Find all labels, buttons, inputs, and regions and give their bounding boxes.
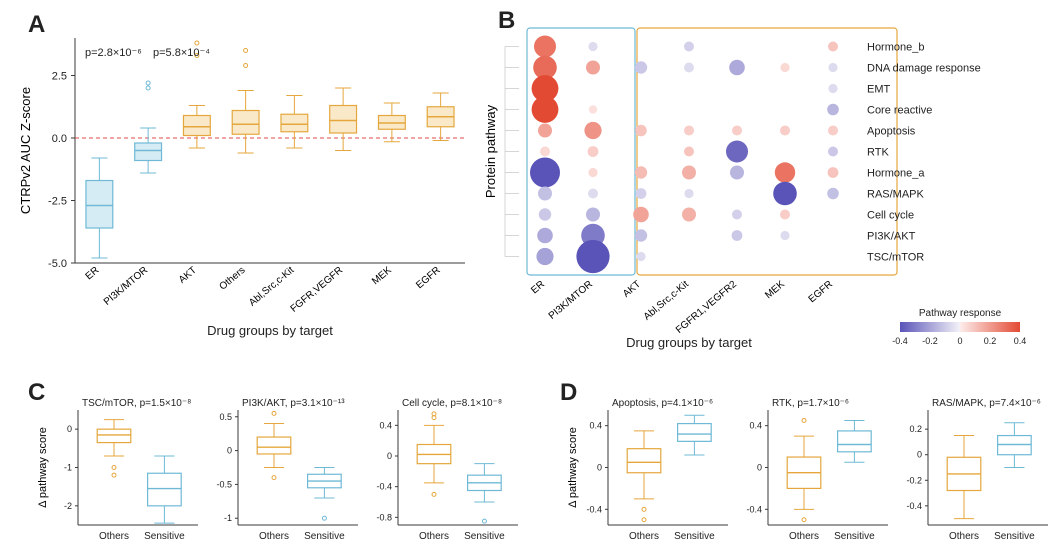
svg-text:-2: -2 bbox=[64, 501, 72, 511]
svg-text:0: 0 bbox=[597, 463, 602, 473]
svg-text:Hormone_b: Hormone_b bbox=[867, 42, 924, 54]
svg-text:Drug groups by target: Drug groups by target bbox=[207, 323, 333, 338]
svg-text:2.5: 2.5 bbox=[52, 71, 67, 83]
svg-text:EMT: EMT bbox=[867, 84, 891, 96]
svg-text:0.2: 0.2 bbox=[909, 424, 922, 434]
svg-text:EGFR: EGFR bbox=[807, 279, 835, 305]
svg-text:0: 0 bbox=[387, 451, 392, 461]
svg-text:Others: Others bbox=[949, 531, 979, 542]
svg-text:-2.5: -2.5 bbox=[48, 196, 67, 208]
small-boxplot: 0.2 0 -0.2 -0.4 Others Sensitive RAS/MAPK, p=7… bbox=[906, 398, 1048, 542]
svg-text:PI3K/AKT, p=3.1×10⁻¹³: PI3K/AKT, p=3.1×10⁻¹³ bbox=[242, 398, 345, 409]
svg-text:Sensitive: Sensitive bbox=[674, 531, 715, 542]
svg-text:TSC/mTOR: TSC/mTOR bbox=[867, 252, 924, 264]
svg-text:Δ pathway score: Δ pathway score bbox=[567, 427, 579, 508]
svg-text:RTK, p=1.7×10⁻⁶: RTK, p=1.7×10⁻⁶ bbox=[772, 398, 849, 409]
svg-text:-0.4: -0.4 bbox=[376, 482, 392, 492]
svg-text:Others: Others bbox=[217, 265, 247, 293]
svg-text:Others: Others bbox=[419, 531, 449, 542]
svg-text:-0.2: -0.2 bbox=[906, 475, 922, 485]
svg-text:RAS/MAPK, p=7.4×10⁻⁶: RAS/MAPK, p=7.4×10⁻⁶ bbox=[932, 398, 1041, 409]
small-boxplot: 0.4 0 -0.4 -0.8 Others Sensitive Cell cycle, p… bbox=[376, 398, 518, 542]
svg-text:Core reactive: Core reactive bbox=[867, 105, 932, 117]
svg-text:PI3K/AKT: PI3K/AKT bbox=[867, 231, 916, 243]
svg-text:p=2.8×10⁻⁶: p=2.8×10⁻⁶ bbox=[85, 47, 142, 59]
svg-text:-0.4: -0.4 bbox=[892, 336, 908, 346]
svg-text:Pathway response: Pathway response bbox=[919, 308, 1002, 319]
svg-text:-0.2: -0.2 bbox=[922, 336, 938, 346]
svg-text:Hormone_a: Hormone_a bbox=[867, 168, 925, 180]
small-boxplot: 0.4 0 -0.4 Others Sensitive Apoptosis, p=4.1×… bbox=[567, 398, 728, 542]
panel-a: -5.0 -2.5 0.0 2.5 ERPI3K/MTOR AKT OthersAbl,Sr… bbox=[18, 38, 465, 338]
svg-text:0: 0 bbox=[957, 336, 962, 346]
svg-text:C: C bbox=[28, 379, 45, 406]
svg-text:PI3K/MTOR: PI3K/MTOR bbox=[547, 279, 595, 322]
svg-text:FGFR,VEGFR: FGFR,VEGFR bbox=[289, 265, 345, 315]
svg-text:Others: Others bbox=[99, 531, 129, 542]
svg-text:Sensitive: Sensitive bbox=[464, 531, 505, 542]
svg-text:MEK: MEK bbox=[763, 279, 787, 302]
svg-text:-0.4: -0.4 bbox=[906, 501, 922, 511]
svg-text:RTK: RTK bbox=[867, 147, 889, 159]
svg-text:Others: Others bbox=[629, 531, 659, 542]
svg-text:-1: -1 bbox=[64, 463, 72, 473]
svg-text:D: D bbox=[560, 379, 577, 406]
svg-text:Cell cycle, p=8.1×10⁻⁸: Cell cycle, p=8.1×10⁻⁸ bbox=[402, 398, 502, 409]
svg-text:PI3K/MTOR: PI3K/MTOR bbox=[102, 265, 150, 308]
svg-text:-0.4: -0.4 bbox=[586, 504, 602, 514]
svg-text:Abl,Src,c-Kit: Abl,Src,c-Kit bbox=[642, 279, 691, 323]
svg-text:-5.0: -5.0 bbox=[48, 258, 67, 270]
svg-text:Sensitive: Sensitive bbox=[834, 531, 875, 542]
svg-text:Protein pathway: Protein pathway bbox=[483, 104, 498, 198]
small-boxplot: 0.5 0 -0.5 -1 Others Sensitive PI3K/AKT, p=3.1… bbox=[216, 398, 358, 542]
svg-text:Δ pathway score: Δ pathway score bbox=[37, 427, 49, 508]
svg-text:ER: ER bbox=[529, 279, 547, 296]
svg-text:0.0: 0.0 bbox=[52, 133, 67, 145]
svg-text:0.4: 0.4 bbox=[379, 420, 392, 430]
svg-text:0.2: 0.2 bbox=[984, 336, 997, 346]
small-boxplot: 0.4 0 -0.4 Others Sensitive RTK, p=1.7×10⁻⁶ bbox=[746, 398, 888, 542]
small-boxplot: 0 -1 -2 Others Sensitive TSC/mTOR, p=1.5×10⁻⁸… bbox=[37, 398, 198, 542]
svg-text:0: 0 bbox=[917, 450, 922, 460]
svg-text:AKT: AKT bbox=[177, 265, 199, 286]
svg-text:AKT: AKT bbox=[621, 279, 643, 300]
svg-text:Sensitive: Sensitive bbox=[144, 531, 185, 542]
svg-text:-0.8: -0.8 bbox=[376, 512, 392, 522]
svg-text:Drug groups by target: Drug groups by target bbox=[626, 335, 752, 350]
svg-text:CTRPv2 AUC Z-score: CTRPv2 AUC Z-score bbox=[18, 87, 33, 214]
svg-text:Apoptosis, p=4.1×10⁻⁶: Apoptosis, p=4.1×10⁻⁶ bbox=[612, 398, 713, 409]
svg-text:TSC/mTOR, p=1.5×10⁻⁸: TSC/mTOR, p=1.5×10⁻⁸ bbox=[82, 398, 191, 409]
svg-text:Apoptosis: Apoptosis bbox=[867, 126, 916, 138]
panel-b: Hormone_b DNA damage response EMT Core reac… bbox=[483, 28, 1026, 350]
svg-text:-0.5: -0.5 bbox=[216, 479, 232, 489]
svg-text:0: 0 bbox=[67, 424, 72, 434]
svg-text:0.4: 0.4 bbox=[589, 421, 602, 431]
svg-text:EGFR: EGFR bbox=[414, 265, 442, 291]
svg-text:DNA damage response: DNA damage response bbox=[867, 63, 981, 75]
svg-text:Sensitive: Sensitive bbox=[994, 531, 1035, 542]
svg-text:RAS/MAPK: RAS/MAPK bbox=[867, 189, 925, 201]
svg-text:B: B bbox=[498, 7, 515, 34]
svg-text:0.5: 0.5 bbox=[219, 412, 232, 422]
svg-text:p=5.8×10⁻⁴: p=5.8×10⁻⁴ bbox=[153, 47, 210, 59]
svg-text:A: A bbox=[28, 11, 45, 38]
svg-text:Abl,Src,c-Kit: Abl,Src,c-Kit bbox=[247, 265, 296, 309]
svg-text:0.4: 0.4 bbox=[1014, 336, 1027, 346]
svg-text:-1: -1 bbox=[224, 513, 232, 523]
svg-text:0: 0 bbox=[757, 463, 762, 473]
svg-text:0.4: 0.4 bbox=[749, 421, 762, 431]
svg-text:Others: Others bbox=[789, 531, 819, 542]
svg-text:Sensitive: Sensitive bbox=[304, 531, 345, 542]
svg-text:-0.4: -0.4 bbox=[746, 504, 762, 514]
svg-text:Cell cycle: Cell cycle bbox=[867, 210, 914, 222]
svg-text:ER: ER bbox=[84, 265, 102, 282]
svg-text:0: 0 bbox=[227, 446, 232, 456]
svg-text:Others: Others bbox=[259, 531, 289, 542]
svg-text:MEK: MEK bbox=[370, 265, 394, 288]
